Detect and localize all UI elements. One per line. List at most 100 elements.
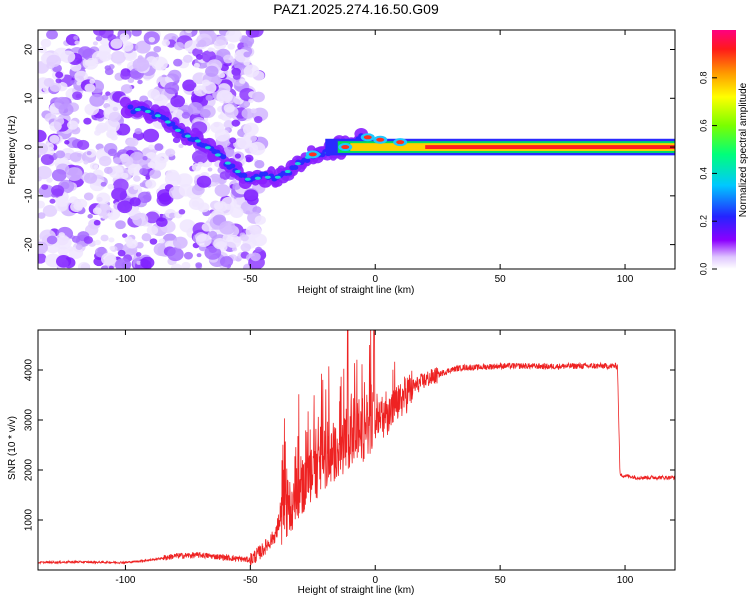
- spectrogram-transition-core: [341, 145, 350, 150]
- spectrogram-noise-blob: [149, 169, 162, 179]
- spectrogram-noise-blob: [127, 77, 135, 84]
- spectrogram-noise-blob: [53, 116, 65, 126]
- spec-ytick-label: -20: [24, 237, 35, 252]
- spectrogram-noise-blob: [104, 119, 121, 133]
- snr-axes: -100 -50 0 50 100 1000 2000 3000 4000: [24, 330, 675, 586]
- colorbar-axes: 0.0 0.2 0.4 0.6 0.8: [698, 72, 717, 276]
- spectrogram-noise-blob: [172, 109, 184, 119]
- colorbar-tick-label: 0.8: [698, 72, 708, 85]
- spectrogram-noise-blob: [167, 247, 184, 262]
- spectrogram-noise-blob: [197, 39, 207, 48]
- spectrogram-ridge-peak: [294, 162, 301, 166]
- spectrogram-noise-blob: [83, 117, 92, 125]
- spectrogram-noise-blob: [113, 178, 129, 192]
- spectrogram-noise-blob: [54, 201, 68, 212]
- spectrogram-noise-blob: [135, 184, 141, 189]
- spectrogram-noise-blob: [197, 202, 210, 213]
- spectrogram-ridge-peak: [274, 175, 281, 179]
- spectrogram-noise-blob: [168, 212, 176, 219]
- spectrogram-noise-blob: [142, 155, 148, 161]
- spectrogram-noise-blob: [249, 135, 258, 142]
- spectrogram-noise-blob: [107, 183, 115, 190]
- spectrogram-noise-blob: [42, 85, 51, 93]
- spectrogram-noise-blob: [74, 70, 88, 83]
- spectrogram-ridge-core: [169, 121, 176, 127]
- spectrogram-noise-blob: [178, 209, 186, 215]
- spectrogram-noise-blob: [117, 200, 133, 214]
- spectrogram-noise-blob: [132, 212, 149, 227]
- colorbar-tick-label: 0.2: [698, 215, 708, 228]
- spectrogram-noise-blob: [254, 116, 263, 124]
- spectrogram-noise-blob: [65, 167, 83, 182]
- spectrogram-ridge-core: [127, 104, 134, 110]
- spectrogram-noise-blob: [137, 191, 152, 204]
- spectrogram-noise-blob: [77, 261, 91, 269]
- spectrogram-noise-blob: [46, 61, 55, 70]
- spectrogram-noise-blob: [183, 251, 193, 260]
- spectrogram-noise-blob: [98, 155, 112, 167]
- spectrogram-noise-blob: [46, 30, 58, 40]
- spectrogram-noise-blob: [120, 84, 133, 94]
- spectrogram-noise-blob: [181, 261, 191, 269]
- spectrogram-noise-blob: [168, 69, 182, 81]
- spec-ytick-label: 10: [24, 92, 35, 104]
- spectrogram-noise-blob: [187, 102, 204, 115]
- spectrogram-noise-blob: [115, 258, 132, 269]
- spectrogram-noise-blob: [74, 40, 80, 45]
- spectrogram-ridge-peak: [254, 176, 261, 180]
- snr-ytick-label: 4000: [24, 358, 35, 381]
- spectrogram-noise-blob: [122, 233, 128, 238]
- spectrogram-noise-blob: [229, 137, 237, 144]
- spectrogram-noise-blob: [161, 39, 171, 47]
- spectrogram-noise-blob: [164, 81, 180, 95]
- colorbar: [712, 30, 736, 269]
- spectrogram-noise-blob: [41, 184, 49, 190]
- spectrogram-ridge-peak: [284, 169, 291, 174]
- spectrogram-noise-blob: [100, 234, 109, 242]
- spectrogram-noise-blob: [216, 89, 233, 104]
- spectrogram-noise-blob: [134, 128, 142, 135]
- spectrogram-noise-blob: [234, 153, 242, 159]
- snr-plot-frame: [37, 329, 676, 571]
- spec-ytick-label: 20: [24, 44, 35, 56]
- spectrogram-noise-blob: [126, 241, 133, 247]
- colorbar-tick-label: 0.0: [698, 263, 708, 276]
- spectrogram-noise-blob: [219, 220, 236, 235]
- spectrogram-noise-blob: [136, 260, 142, 265]
- spectrogram-noise-blob: [64, 140, 70, 145]
- spectrogram-noise-blob: [254, 215, 266, 225]
- spectrogram-noise-blob: [251, 233, 267, 247]
- spectrogram-noise-blob: [222, 54, 234, 64]
- spectrogram-noise-blob: [58, 103, 74, 116]
- spectrogram-noise-blob: [112, 106, 118, 112]
- spectrogram-noise-blob: [239, 78, 246, 84]
- spectrogram-noise-blob: [93, 30, 106, 36]
- spectrogram-noise-blob: [110, 50, 126, 64]
- spectrogram-noise-blob: [51, 184, 65, 196]
- spectrogram-noise-blob: [207, 167, 213, 172]
- spectrogram-noise-blob: [114, 165, 123, 173]
- spectrogram-noise-blob: [109, 245, 115, 251]
- spectrogram-noise-blob: [129, 197, 141, 207]
- spectrogram-noise-blob: [213, 201, 224, 210]
- spectrogram-noise-blob: [115, 220, 126, 230]
- spectrogram-noise-blob: [120, 36, 128, 42]
- spectrogram-noise-blob: [101, 252, 117, 266]
- spectrogram-noise-blob: [55, 78, 62, 84]
- spectrogram-noise-blob: [135, 40, 151, 54]
- spectrogram-noise-blob: [49, 82, 62, 93]
- spectrogram-noise-blob: [191, 200, 200, 207]
- spectrogram-noise-blob: [230, 206, 244, 219]
- snr-xlabel: Height of straight line (km): [298, 585, 415, 596]
- spectrogram-noise-blob: [172, 137, 181, 144]
- spectrogram-noise-blob: [219, 171, 231, 180]
- spectrogram-noise-blob: [108, 265, 114, 269]
- spectrogram-noise-blob: [135, 252, 142, 257]
- spectrogram-ridge-peak: [174, 128, 181, 132]
- spectrogram-noise-blob: [145, 175, 151, 180]
- spectrogram-noise-blob: [55, 235, 72, 250]
- spectrogram-noise-blob: [170, 95, 185, 108]
- spectrogram-ridge-peak: [134, 107, 141, 112]
